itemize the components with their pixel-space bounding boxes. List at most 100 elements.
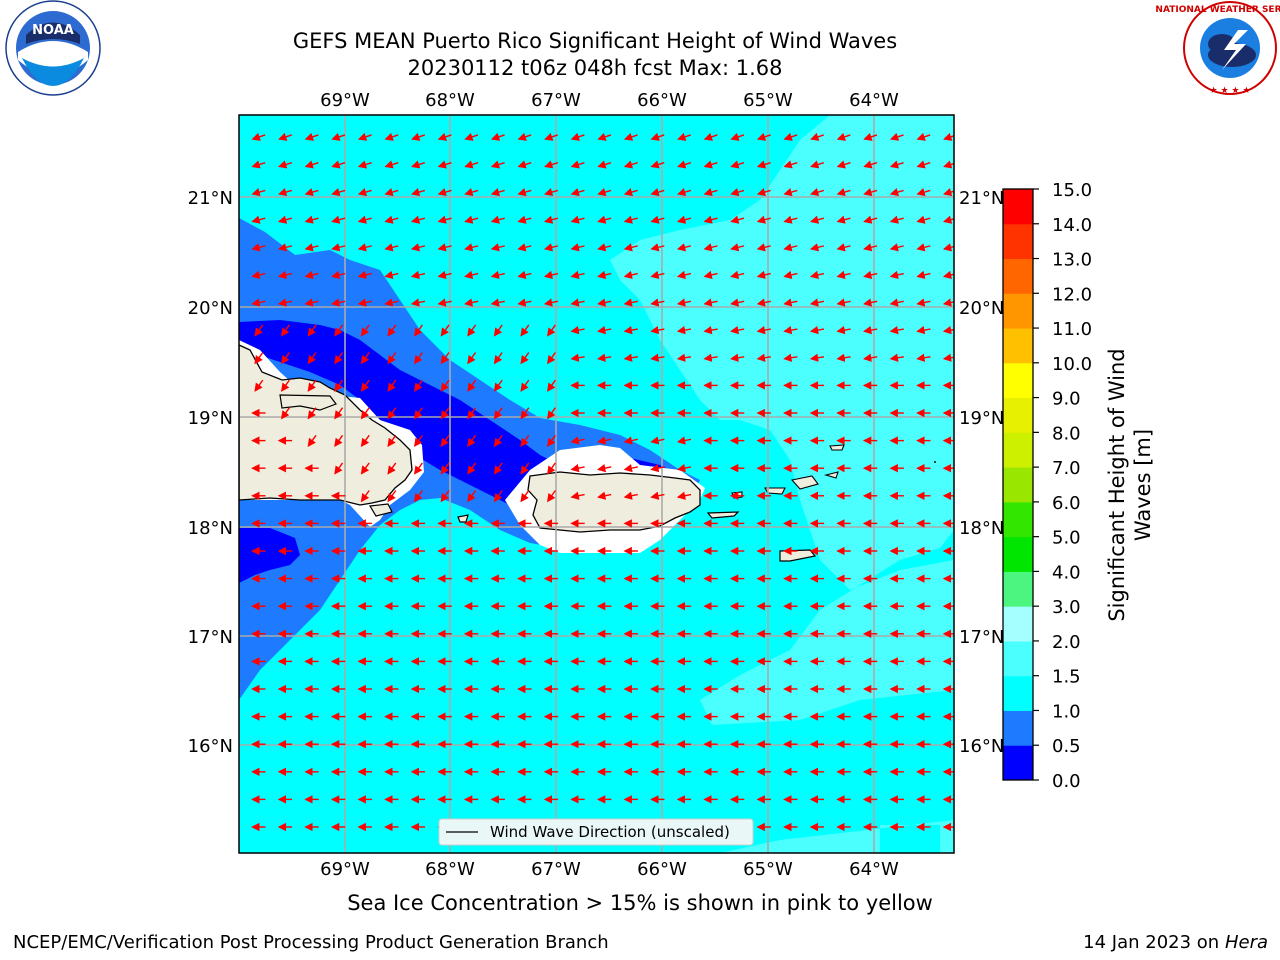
wave-direction-arrow <box>254 352 264 365</box>
wave-direction-arrow <box>360 462 370 475</box>
colorbar-label-line2: Waves [m] <box>1131 429 1155 541</box>
wave-direction-arrow <box>251 188 266 197</box>
wave-direction-arrow <box>836 325 851 335</box>
wave-direction-arrow <box>703 160 718 169</box>
colorbar-tick-label: 3.0 <box>1052 597 1081 618</box>
wave-direction-arrow <box>783 132 798 141</box>
wave-direction-arrow <box>517 188 532 197</box>
wave-direction-arrow <box>490 188 505 197</box>
wave-direction-arrow <box>410 215 426 224</box>
wave-direction-arrow <box>916 215 931 224</box>
colorbar-swatch <box>1003 467 1033 503</box>
wave-direction-arrow <box>384 270 399 279</box>
wave-direction-arrow <box>730 270 745 279</box>
wave-direction-arrow <box>334 352 344 365</box>
wave-direction-arrow <box>889 215 904 224</box>
wave-direction-arrow <box>650 215 665 224</box>
wave-direction-arrow <box>547 352 556 365</box>
wave-direction-arrow <box>281 379 290 392</box>
wave-direction-arrow <box>440 379 450 392</box>
wave-direction-arrow <box>570 436 585 445</box>
lat-label-right: 20°N <box>959 298 1004 319</box>
wave-direction-arrow <box>916 353 931 362</box>
wave-direction-arrow <box>916 325 931 335</box>
sea-ice-note: Sea Ice Concentration > 15% is shown in … <box>347 891 933 915</box>
wave-direction-arrow <box>251 243 266 252</box>
chart-title: GEFS MEAN Puerto Rico Significant Height… <box>292 29 898 53</box>
wave-direction-arrow <box>410 298 426 307</box>
wave-direction-arrow <box>623 298 638 307</box>
wave-direction-arrow <box>623 463 638 473</box>
wave-direction-arrow <box>889 270 904 279</box>
colorbar: 0.0 0.5 1.0 1.5 2.0 3.0 4.0 5.0 6.0 7.0 8.0 9.0 10.0… <box>1002 180 1092 792</box>
wave-direction-arrow <box>836 188 851 197</box>
wave-direction-arrow <box>251 160 266 169</box>
colorbar-swatch <box>1003 432 1033 468</box>
wave-direction-arrow <box>597 463 612 473</box>
wave-direction-arrow <box>517 243 532 252</box>
wave-direction-arrow <box>809 353 825 362</box>
wave-direction-arrow <box>520 407 530 420</box>
wave-direction-arrow <box>520 324 530 337</box>
wave-direction-arrow <box>520 462 530 475</box>
wave-direction-arrow <box>544 160 559 169</box>
wave-direction-arrow <box>357 132 372 141</box>
wave-direction-arrow <box>304 270 319 279</box>
wave-direction-arrow <box>520 490 530 503</box>
lat-label-right: 18°N <box>959 518 1004 539</box>
lon-label-top: 68°W <box>425 90 475 111</box>
wave-direction-arrow <box>544 188 559 197</box>
wave-direction-arrow <box>490 160 505 169</box>
wave-direction-arrow <box>493 407 503 420</box>
wave-direction-arrow <box>277 243 293 252</box>
wave-direction-arrow <box>334 379 344 392</box>
wave-direction-arrow <box>836 270 851 279</box>
colorbar-swatch <box>1003 606 1033 642</box>
wave-direction-arrow <box>570 463 585 473</box>
lat-label-right: 17°N <box>959 627 1004 648</box>
wave-direction-arrow <box>464 132 479 141</box>
wave-direction-arrow <box>730 132 745 141</box>
wave-direction-arrow <box>916 298 931 307</box>
wave-direction-arrow <box>676 436 692 445</box>
wave-direction-arrow <box>916 132 931 141</box>
wave-direction-arrow <box>623 270 638 279</box>
wave-direction-arrow <box>650 463 665 473</box>
footer-date: 14 Jan 2023 on Hera <box>1083 932 1268 953</box>
wave-direction-arrow <box>387 434 397 448</box>
wave-direction-arrow <box>943 160 954 169</box>
lat-label-left: 21°N <box>188 188 233 209</box>
wave-direction-arrow <box>360 407 370 420</box>
wave-direction-arrow <box>703 353 718 362</box>
lon-label-bottom: 67°W <box>531 859 581 880</box>
nws-logo-text: NATIONAL WEATHER SERVICE <box>1155 5 1280 15</box>
wave-direction-arrow <box>278 132 292 141</box>
lat-label-left: 18°N <box>188 518 233 539</box>
lon-label-top: 67°W <box>531 90 581 111</box>
wave-direction-arrow <box>277 270 293 279</box>
wave-direction-arrow <box>307 379 317 392</box>
wave-direction-arrow <box>597 270 612 279</box>
wave-direction-arrow <box>703 132 718 141</box>
wave-direction-arrow <box>676 298 692 307</box>
wave-direction-arrow <box>676 215 692 224</box>
colorbar-tick-label: 5.0 <box>1052 528 1081 549</box>
footer-branch: NCEP/EMC/Verification Post Processing Pr… <box>13 932 609 953</box>
wave-direction-arrow <box>597 491 612 500</box>
lat-label-left: 19°N <box>188 408 233 429</box>
nws-logo-stars: ★ ★ ★ ★ <box>1210 86 1251 96</box>
wave-direction-arrow <box>570 132 585 141</box>
wave-direction-arrow <box>493 324 503 337</box>
wave-direction-arrow <box>650 491 665 500</box>
colorbar-swatch <box>1003 397 1033 433</box>
wave-direction-arrow <box>863 160 878 169</box>
lon-label-bottom: 68°W <box>425 859 475 880</box>
lon-labels-bottom: 69°W 68°W 67°W 66°W 65°W 64°W <box>320 859 899 880</box>
wave-direction-arrow <box>437 188 452 197</box>
wave-direction-arrow <box>703 215 718 224</box>
wave-direction-arrow <box>703 298 718 307</box>
wind-wave-direction-arrows <box>251 132 954 832</box>
wave-direction-arrow <box>756 160 771 169</box>
wave-direction-arrow <box>360 490 370 503</box>
